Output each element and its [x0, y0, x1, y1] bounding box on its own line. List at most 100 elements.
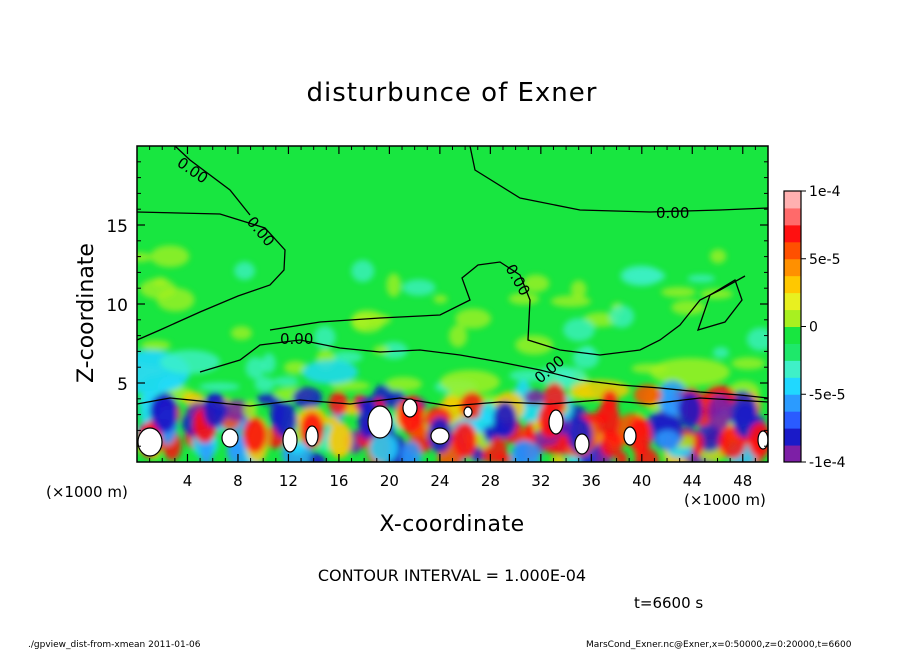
field-cell: [633, 384, 662, 406]
x-unit-label-left: (×1000 m): [46, 483, 128, 501]
x-tick-label: 4: [183, 472, 193, 490]
field-cell: [234, 261, 255, 281]
field-saturated-cell: [430, 427, 450, 445]
field-cell: [671, 299, 706, 315]
footer-left: ./gpview_dist-from-xmean 2011-01-06: [28, 640, 201, 650]
field-cell: [539, 365, 575, 388]
field-cell: [455, 308, 492, 329]
contour-line: [696, 279, 743, 331]
contour-line: [137, 397, 768, 407]
field-cell: [402, 279, 436, 296]
field-cell: [448, 324, 468, 348]
y-axis-label: Z-coordinate: [74, 243, 99, 383]
field-cell: [708, 394, 732, 430]
colorbar-tick-label: 1e-4: [809, 184, 841, 200]
contour-interval-text: CONTOUR INTERVAL = 1.000E-04: [317, 566, 587, 585]
field-cell: [453, 422, 477, 458]
colorbar-swatch: [784, 207, 801, 226]
field-cell: [331, 351, 363, 363]
colorbar-swatch: [784, 326, 801, 344]
colorbar-swatch: [784, 191, 801, 209]
footer-right: MarsCond_Exner.nc@Exner,x=0:50000,z=0:20…: [586, 640, 852, 650]
contour-label: 0.00: [656, 204, 689, 222]
field-cell: [373, 345, 390, 355]
x-tick-label: 24: [430, 472, 449, 490]
field-cell: [713, 346, 729, 359]
x-tick-label: 20: [380, 472, 399, 490]
field-saturated-cell: [137, 427, 163, 457]
field-cell: [309, 452, 324, 462]
field-cell: [515, 335, 554, 355]
field-cell: [243, 399, 257, 420]
field-cell: [746, 327, 768, 351]
colorbar-swatch: [784, 258, 801, 277]
field-cell: [563, 318, 595, 342]
field-cell: [230, 326, 252, 340]
field-cell: [245, 356, 266, 380]
field-cell: [199, 382, 240, 391]
contour-line: [469, 146, 768, 213]
y-axis: 5 10 15: [106, 161, 768, 447]
colorbar-swatch: [784, 275, 801, 294]
field-cell: [440, 370, 500, 394]
field-cell: [302, 360, 358, 384]
x-tick-label: 48: [733, 472, 752, 490]
field-cell: [283, 360, 308, 375]
field-cell: [693, 431, 704, 457]
field-cell: [660, 286, 697, 298]
field-saturated-cell: [305, 425, 319, 447]
field-saturated-cell: [221, 428, 239, 448]
y-tick-label: 15: [106, 217, 128, 237]
field-cell: [493, 402, 517, 438]
field-saturated-cell: [282, 427, 298, 453]
field-cell: [687, 274, 716, 283]
x-tick-label: 16: [329, 472, 348, 490]
field-cell: [572, 346, 600, 369]
colorbar-tick-label: 0: [809, 320, 818, 336]
field-cell: [243, 417, 267, 453]
field-cell: [709, 249, 727, 264]
colorbar-tick-label: -5e-5: [809, 387, 846, 403]
colorbar: 1e-4 5e-5 0 -5e-5 -1e-4: [783, 184, 846, 471]
contour-line: [174, 146, 251, 216]
field-cell: [510, 440, 541, 462]
field-cell: [628, 417, 652, 453]
field-cell: [369, 433, 399, 462]
field-saturated-cell: [463, 406, 473, 418]
field-cell: [731, 357, 766, 370]
x-tick-label: 44: [683, 472, 702, 490]
field-cell: [479, 402, 498, 423]
field-cell: [570, 280, 587, 299]
contour-line: [137, 211, 286, 341]
contour-lines: [137, 146, 768, 407]
x-tick-label: 36: [582, 472, 601, 490]
y-tick-label: 10: [106, 296, 128, 316]
field-cell: [615, 451, 628, 462]
field-cell: [379, 341, 408, 359]
field-cell: [139, 278, 177, 299]
field-cell: [550, 295, 591, 308]
field-cell: [508, 292, 540, 305]
x-tick-label: 12: [279, 472, 298, 490]
field-cell: [328, 422, 352, 458]
field-cell: [160, 350, 220, 374]
field-cell: [551, 455, 566, 462]
field-cell: [609, 305, 635, 328]
contour-line: [269, 261, 746, 356]
field-cell: [655, 430, 681, 449]
colorbar-swatch: [784, 224, 801, 243]
field-cell: [254, 376, 275, 392]
x-tick-label: 40: [632, 472, 651, 490]
x-tick-label: 32: [531, 472, 550, 490]
colorbar-swatch: [784, 360, 801, 378]
heatmap-field: [137, 146, 768, 462]
colorbar-swatch: [784, 377, 801, 395]
contour-line: [199, 339, 768, 399]
colorbar-tick-label: -1e-4: [809, 455, 846, 471]
field-saturated-cell: [623, 426, 637, 446]
colorbar-swatch: [784, 445, 801, 463]
field-cell: [385, 376, 423, 392]
field-cell: [137, 252, 153, 262]
field-saturated-cell: [367, 405, 393, 439]
